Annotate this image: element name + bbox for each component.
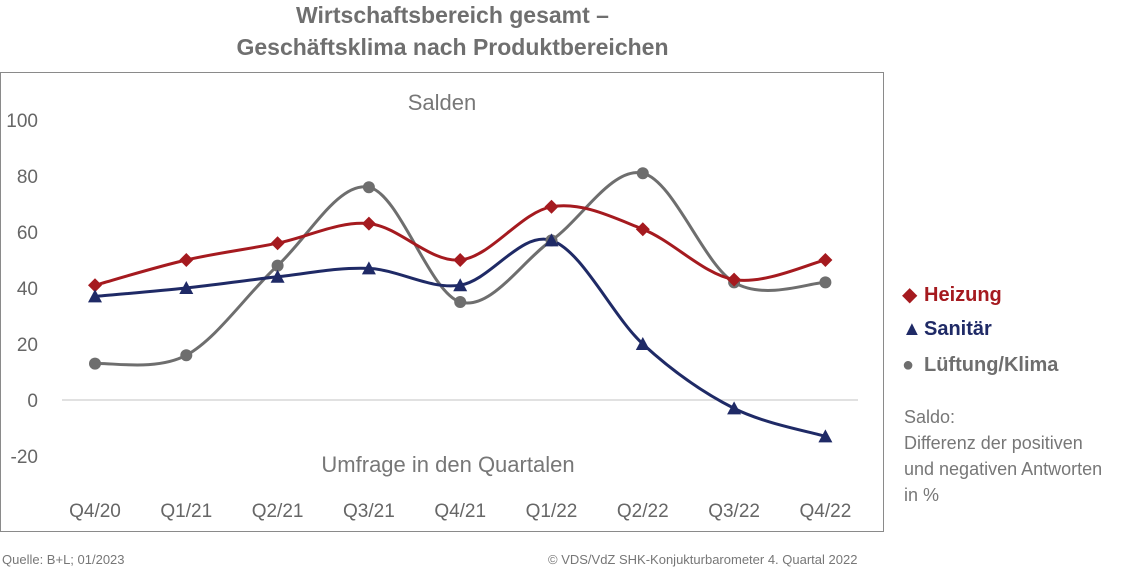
data-point-sanit-r xyxy=(818,429,833,443)
series-line-heizung xyxy=(94,204,826,287)
data-point-sanit-r xyxy=(727,401,742,415)
note-line: in % xyxy=(904,485,940,505)
chart-title-line-1: Wirtschaftsbereich gesamt – xyxy=(296,2,609,28)
source-footer: Quelle: B+L; 01/2023 xyxy=(2,552,125,567)
legend-label-sanitaer: Sanitär xyxy=(924,318,992,340)
data-point-l-ftung-klima xyxy=(819,276,832,289)
note-line: Saldo: xyxy=(904,407,956,427)
series-line-sanit-r xyxy=(94,237,826,438)
x-tick-label: Q3/21 xyxy=(343,501,395,522)
note-line: und negativen Antworten xyxy=(904,459,1103,479)
x-axis-label: Umfrage in den Quartalen xyxy=(321,452,574,477)
y-tick-label: 20 xyxy=(17,335,38,356)
data-point-heizung xyxy=(179,253,194,267)
data-point-sanit-r xyxy=(544,233,559,247)
x-tick-label: Q2/22 xyxy=(617,501,669,522)
data-point-heizung xyxy=(635,222,650,237)
data-point-heizung xyxy=(361,216,376,231)
x-tick-label: Q1/22 xyxy=(526,501,578,522)
data-point-sanit-r xyxy=(270,269,285,283)
data-point-sanit-r xyxy=(453,278,468,292)
line-chart: 100 80 60 40 20 0 -20 Q4/20 Q1/21 Q2/21 Q3/21 Q4/21… xyxy=(6,90,858,522)
triangle-marker-icon: ▲ xyxy=(902,318,922,340)
data-point-sanit-r xyxy=(361,261,376,275)
x-tick-label: Q4/20 xyxy=(69,501,121,522)
y-tick-label: 40 xyxy=(17,279,38,300)
y-tick-label: 80 xyxy=(17,167,38,188)
x-tick-label: Q4/21 xyxy=(434,501,486,522)
x-tick-label: Q4/22 xyxy=(800,501,852,522)
legend-item-sanitaer: ▲ Sanitär xyxy=(902,318,992,341)
x-tick-label: Q1/21 xyxy=(160,501,212,522)
data-point-heizung xyxy=(544,199,559,214)
note-line: Differenz der positiven xyxy=(904,433,1083,453)
y-tick-label: 0 xyxy=(27,391,38,412)
x-tick-label: Q3/22 xyxy=(708,501,760,522)
legend-label-heizung: Heizung xyxy=(924,284,1002,306)
y-axis-label: Salden xyxy=(408,90,477,115)
data-point-sanit-r xyxy=(635,337,650,350)
data-point-l-ftung-klima xyxy=(454,296,467,308)
chart-title-line-2: Geschäftsklima nach Produktbereichen xyxy=(236,34,669,60)
data-point-l-ftung-klima xyxy=(362,181,375,194)
circle-marker-icon: ● xyxy=(902,354,915,376)
data-point-heizung xyxy=(727,272,742,287)
data-point-heizung xyxy=(453,253,468,267)
data-point-heizung xyxy=(818,253,833,267)
legend-item-heizung: ◆ Heizung xyxy=(902,282,1002,307)
copyright-footer: © VDS/VdZ SHK-Konjukturbarometer 4. Quar… xyxy=(548,552,858,567)
data-point-l-ftung-klima xyxy=(636,167,649,180)
diamond-marker-icon: ◆ xyxy=(902,284,918,306)
chart-frame xyxy=(0,72,884,532)
legend-label-lueftung-klima: Lüftung/Klima xyxy=(924,354,1059,376)
y-tick-label: 100 xyxy=(6,111,38,132)
data-point-sanit-r xyxy=(88,289,102,303)
y-tick-label: -20 xyxy=(11,447,38,468)
series-line-l-ftung-klima xyxy=(94,171,826,367)
data-point-sanit-r xyxy=(179,281,194,294)
data-point-heizung xyxy=(270,236,285,251)
x-tick-label: Q2/21 xyxy=(252,501,304,522)
data-point-l-ftung-klima xyxy=(89,357,101,370)
saldo-note: Saldo: Differenz der positiven und negat… xyxy=(904,404,1102,508)
y-tick-label: 60 xyxy=(17,223,38,244)
data-point-l-ftung-klima xyxy=(180,349,193,362)
data-point-l-ftung-klima xyxy=(271,259,284,272)
data-point-heizung xyxy=(88,278,102,293)
legend-item-lueftung-klima: ● Lüftung/Klima xyxy=(902,354,1058,377)
